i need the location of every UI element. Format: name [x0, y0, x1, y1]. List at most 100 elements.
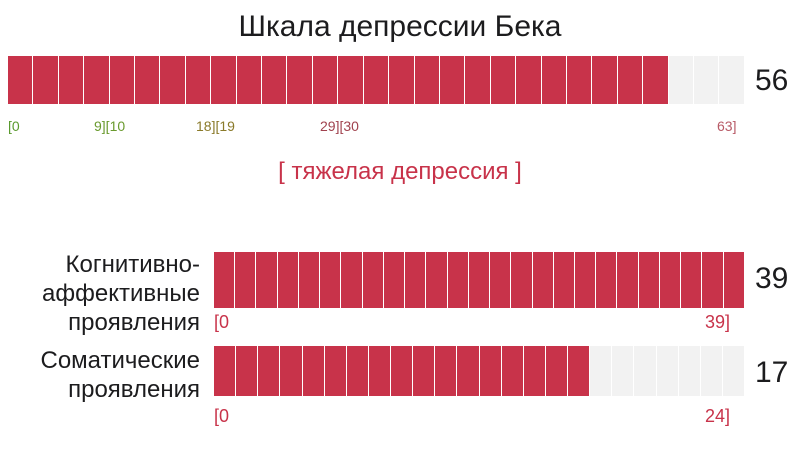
bar-segment — [541, 56, 567, 104]
bar-segment — [413, 346, 436, 396]
tick-label-18-19-text: 18][19 — [196, 118, 235, 134]
bar-segment — [135, 56, 161, 104]
bar-segment — [280, 346, 303, 396]
bar-segment — [701, 346, 723, 396]
bar-segment — [511, 252, 533, 308]
bar-segment — [457, 346, 480, 396]
subscale-somatic-label-line-2: проявления — [68, 376, 200, 403]
bar-segment — [236, 346, 259, 396]
bar-segment — [679, 346, 701, 396]
total-score-value: 56 — [755, 64, 789, 97]
bar-segment — [523, 346, 546, 396]
bar-segment — [516, 56, 542, 104]
subscale-somatic-label-line-1: Соматические — [40, 347, 200, 374]
bar-segment — [596, 252, 618, 308]
bar-segment — [302, 346, 325, 396]
bar-segment — [447, 252, 469, 308]
bar-segment — [643, 56, 669, 104]
bar-segment — [338, 56, 364, 104]
subscale-somatic-score: 17 — [755, 356, 789, 389]
bar-segment — [33, 56, 59, 104]
bar-segment — [346, 346, 369, 396]
bar-segment — [638, 252, 660, 308]
bar-segment — [214, 252, 236, 308]
bar-segment — [617, 56, 644, 104]
bar-segment — [719, 56, 743, 104]
bar-segment — [681, 252, 703, 308]
subscale-cognitive-range-end: 39] — [705, 312, 731, 332]
subscale-cognitive-label-line-3: проявления — [68, 309, 200, 336]
bar-segment — [391, 346, 414, 396]
bar-segment — [160, 56, 186, 104]
subscale-somatic-range-end: 24] — [705, 406, 731, 426]
tick-label-9-10: 9][10 — [94, 118, 125, 134]
bar-segment — [320, 252, 342, 308]
bar-segment — [465, 56, 491, 104]
bar-segment — [574, 252, 597, 308]
bar-segment — [501, 346, 524, 396]
bar-segment — [256, 252, 278, 308]
bar-segment — [553, 252, 575, 308]
bar-segment — [214, 346, 237, 396]
bar-segment — [468, 252, 491, 308]
bar-segment — [532, 252, 554, 308]
subscale-somatic-label: Соматические проявления — [0, 346, 200, 404]
bar-segment — [8, 56, 34, 104]
bar-segment — [324, 346, 347, 396]
bar-segment — [262, 56, 288, 104]
tick-label-18-19: 18][19 — [196, 118, 235, 134]
subscale-somatic-range-start: [0 — [214, 406, 230, 426]
bar-segment — [723, 346, 744, 396]
bar-segment — [612, 346, 635, 396]
bar-segment — [435, 346, 458, 396]
total-score-bar — [8, 56, 744, 104]
bar-segment — [592, 56, 618, 104]
bar-segment — [362, 252, 384, 308]
bar-segment — [439, 56, 466, 104]
bar-segment — [617, 252, 639, 308]
bar-segment — [341, 252, 363, 308]
bar-segment — [426, 252, 448, 308]
tick-label-9-10-text: 9][10 — [94, 118, 126, 134]
subscale-cognitive-label-line-1: Когнитивно- — [65, 251, 200, 278]
bar-segment — [490, 56, 517, 104]
bar-segment — [109, 56, 136, 104]
bar-segment — [287, 56, 313, 104]
bar-segment — [414, 56, 440, 104]
bar-segment — [383, 252, 406, 308]
subscale-cognitive-bar — [214, 252, 744, 308]
bar-segment — [185, 56, 212, 104]
tick-label-29-30: 29][30 — [320, 118, 359, 134]
bar-segment — [368, 346, 391, 396]
bar-segment — [657, 346, 679, 396]
bar-segment — [84, 56, 110, 104]
tick-label-63: 63] — [717, 118, 737, 134]
bar-segment — [277, 252, 299, 308]
bar-segment — [669, 56, 694, 104]
bar-segment — [702, 252, 724, 308]
severity-label: [ тяжелая депрессия ] — [278, 158, 522, 185]
bar-segment — [312, 56, 339, 104]
bar-segment — [590, 346, 613, 396]
bar-segment — [723, 252, 744, 308]
subscale-somatic-bar — [214, 346, 744, 396]
bar-segment — [58, 56, 85, 104]
bar-segment — [545, 346, 568, 396]
bar-segment — [405, 252, 427, 308]
bar-segment — [235, 252, 257, 308]
bar-segment — [490, 252, 512, 308]
bar-segment — [694, 56, 720, 104]
subscale-cognitive-label-line-2: аффективные — [42, 280, 200, 307]
bar-segment — [568, 346, 591, 396]
tick-label-29-30-text: 29][30 — [320, 118, 359, 134]
bar-segment — [211, 56, 237, 104]
bar-segment — [258, 346, 281, 396]
tick-label-0: [0 — [8, 118, 20, 134]
subscale-cognitive-score: 39 — [755, 262, 789, 295]
bar-segment — [634, 346, 657, 396]
bar-segment — [566, 56, 593, 104]
bar-segment — [363, 56, 390, 104]
subscale-cognitive-range-start: [0 — [214, 312, 230, 332]
bar-segment — [298, 252, 321, 308]
bar-segment — [659, 252, 682, 308]
